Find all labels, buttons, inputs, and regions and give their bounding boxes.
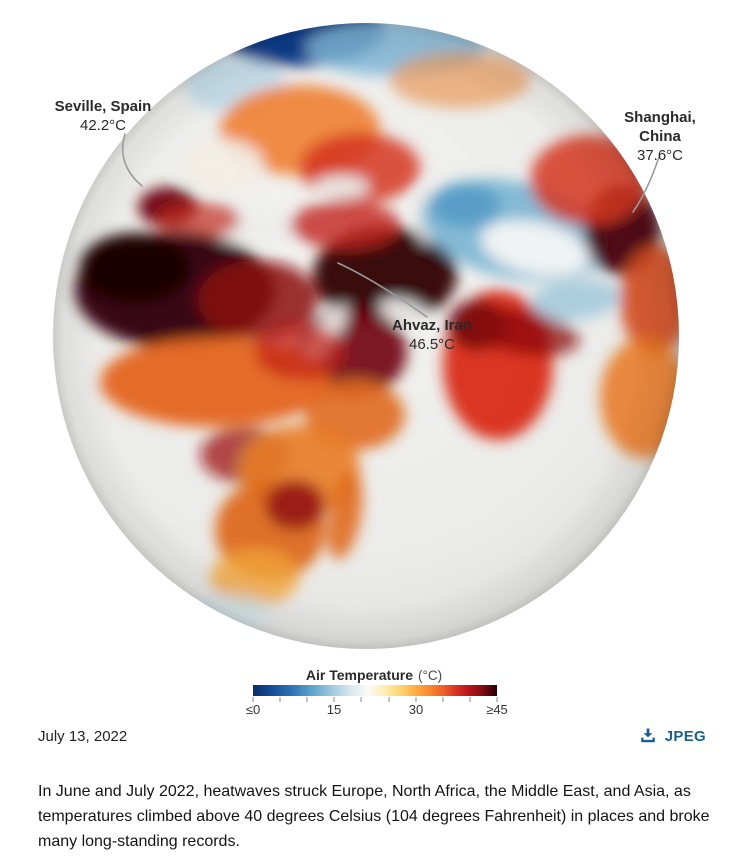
caption-text: In June and July 2022, heatwaves struck … [38, 783, 710, 850]
seville-leader-line [121, 133, 143, 187]
legend-tick-label-45: ≥45 [486, 702, 508, 717]
download-icon [640, 728, 655, 743]
globe-map: Seville, Spain 42.2°C Shanghai, China 37… [53, 23, 696, 717]
ahvaz-leader-line [337, 262, 428, 318]
temperature-legend: Air Temperature (°C) ≤0 15 30 ≥45 [246, 667, 508, 717]
legend-tick-label-0: ≤0 [246, 702, 260, 717]
ahvaz-temp: 46.5°C [409, 336, 455, 353]
ahvaz-label: Ahvaz, Iran [392, 317, 472, 334]
seville-temp: 42.2°C [80, 117, 126, 134]
jpeg-download-link[interactable]: JPEG [639, 727, 706, 745]
image-date: July 13, 2022 [38, 727, 128, 745]
legend-tick-label-15: 15 [327, 702, 341, 717]
temperature-globe-figure: Seville, Spain 42.2°C Shanghai, China 37… [53, 23, 696, 717]
shanghai-leader-line [632, 156, 660, 213]
seville-label: Seville, Spain [55, 98, 152, 115]
legend-title: Air Temperature (°C) [306, 667, 442, 683]
image-meta-row: July 13, 2022 JPEG [0, 727, 732, 745]
legend-tick-marks [252, 697, 498, 702]
shanghai-label-line1: Shanghai, [624, 109, 696, 126]
download-label: JPEG [664, 727, 706, 745]
legend-gradient-bar [253, 685, 497, 696]
globe-rim-shading [53, 23, 679, 649]
shanghai-temp: 37.6°C [637, 147, 683, 164]
shanghai-label-line2: China [639, 128, 681, 145]
legend-tick-label-30: 30 [409, 702, 423, 717]
